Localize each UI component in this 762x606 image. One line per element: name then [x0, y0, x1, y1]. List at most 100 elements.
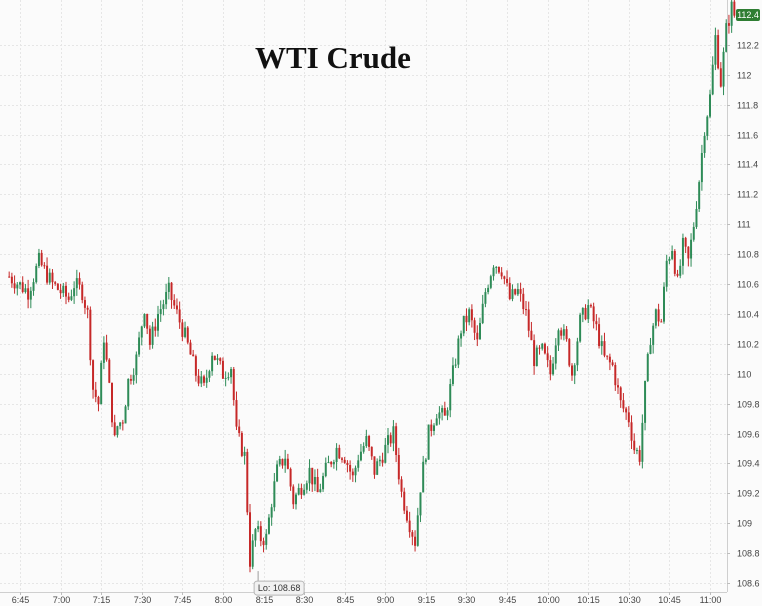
candle: [341, 457, 343, 463]
candle-body: [573, 365, 576, 376]
candle-body: [56, 283, 59, 290]
candle-body: [522, 293, 525, 310]
candle: [43, 262, 46, 269]
candle-body: [303, 489, 306, 495]
candle: [725, 19, 728, 53]
candle-body: [527, 309, 530, 331]
candle: [132, 368, 135, 385]
candle-body: [157, 313, 159, 331]
candle: [127, 378, 130, 411]
candle: [273, 473, 276, 512]
candle-body: [132, 375, 135, 381]
candle-body: [619, 387, 622, 401]
candle-body: [216, 358, 219, 360]
candle-body: [387, 435, 389, 445]
candle: [224, 371, 227, 387]
candle: [549, 355, 552, 381]
candle-body: [506, 278, 509, 283]
candle-body: [240, 433, 243, 456]
candle: [405, 505, 408, 523]
candle: [546, 346, 549, 368]
candle-body: [427, 424, 430, 460]
candle-body: [671, 251, 674, 259]
candle-body: [727, 23, 730, 26]
candle-body: [381, 459, 384, 463]
candle: [370, 446, 373, 460]
candle-body: [259, 526, 262, 542]
candle: [611, 359, 614, 367]
y-tick-label: 109: [737, 519, 752, 529]
candle-body: [405, 510, 408, 521]
candle: [644, 380, 647, 431]
y-tick-label: 108.6: [737, 579, 760, 589]
candle-body: [359, 451, 362, 461]
candle: [395, 422, 398, 463]
candle-body: [281, 458, 284, 466]
candle: [733, 0, 736, 18]
candle-body: [692, 226, 695, 240]
candle: [638, 445, 641, 466]
candle: [719, 62, 722, 88]
candle: [717, 29, 720, 70]
y-tick-label: 108.8: [737, 549, 760, 559]
candle: [630, 415, 633, 450]
candle: [19, 281, 21, 290]
candle: [684, 236, 687, 254]
candle: [470, 304, 473, 328]
x-tick-label: 8:45: [337, 595, 355, 605]
candle-body: [554, 345, 557, 364]
candle: [497, 266, 500, 274]
x-tick-label: 10:00: [537, 595, 560, 605]
candle: [175, 298, 178, 314]
candle-body: [257, 526, 260, 530]
y-tick-label: 109.2: [737, 489, 760, 499]
candle: [622, 393, 625, 413]
candle-body: [681, 237, 684, 266]
candle: [32, 278, 35, 296]
candle: [143, 313, 146, 329]
candle-body: [652, 325, 655, 346]
candle: [86, 305, 89, 319]
candle-body: [322, 476, 325, 490]
candle-body: [514, 289, 517, 295]
candle-body: [124, 406, 127, 424]
candle: [289, 467, 292, 491]
candle-body: [603, 341, 606, 356]
candle-body: [665, 260, 668, 287]
candle: [652, 323, 655, 354]
y-tick-label: 110: [737, 370, 751, 380]
x-tick-label: 7:15: [93, 595, 111, 605]
candle-body: [151, 326, 154, 345]
candle-body: [633, 440, 636, 451]
candle-body: [305, 483, 308, 490]
candle-body: [568, 339, 571, 366]
candle: [270, 503, 273, 526]
candle-body: [121, 422, 124, 424]
candle-body: [181, 322, 184, 337]
x-tick-label: 8:30: [296, 595, 314, 605]
candle-body: [711, 64, 714, 95]
candle: [27, 279, 30, 309]
candle: [489, 274, 492, 290]
candle: [397, 447, 400, 485]
candle: [492, 265, 495, 281]
candle: [357, 454, 360, 472]
candle: [121, 419, 124, 431]
candle: [203, 374, 205, 386]
candle-body: [238, 426, 241, 434]
candle: [162, 299, 165, 316]
candle-body: [584, 307, 587, 320]
candle-body: [170, 282, 173, 301]
candle: [592, 302, 595, 329]
candle-body: [13, 283, 16, 289]
candle-body: [197, 375, 200, 384]
candle: [457, 335, 460, 369]
candle: [365, 429, 368, 448]
candle: [81, 281, 84, 304]
candle-body: [457, 338, 460, 365]
candle: [384, 438, 387, 464]
candle-body: [8, 276, 11, 278]
last-price-label: 112.4: [737, 10, 759, 20]
candle: [219, 357, 222, 365]
